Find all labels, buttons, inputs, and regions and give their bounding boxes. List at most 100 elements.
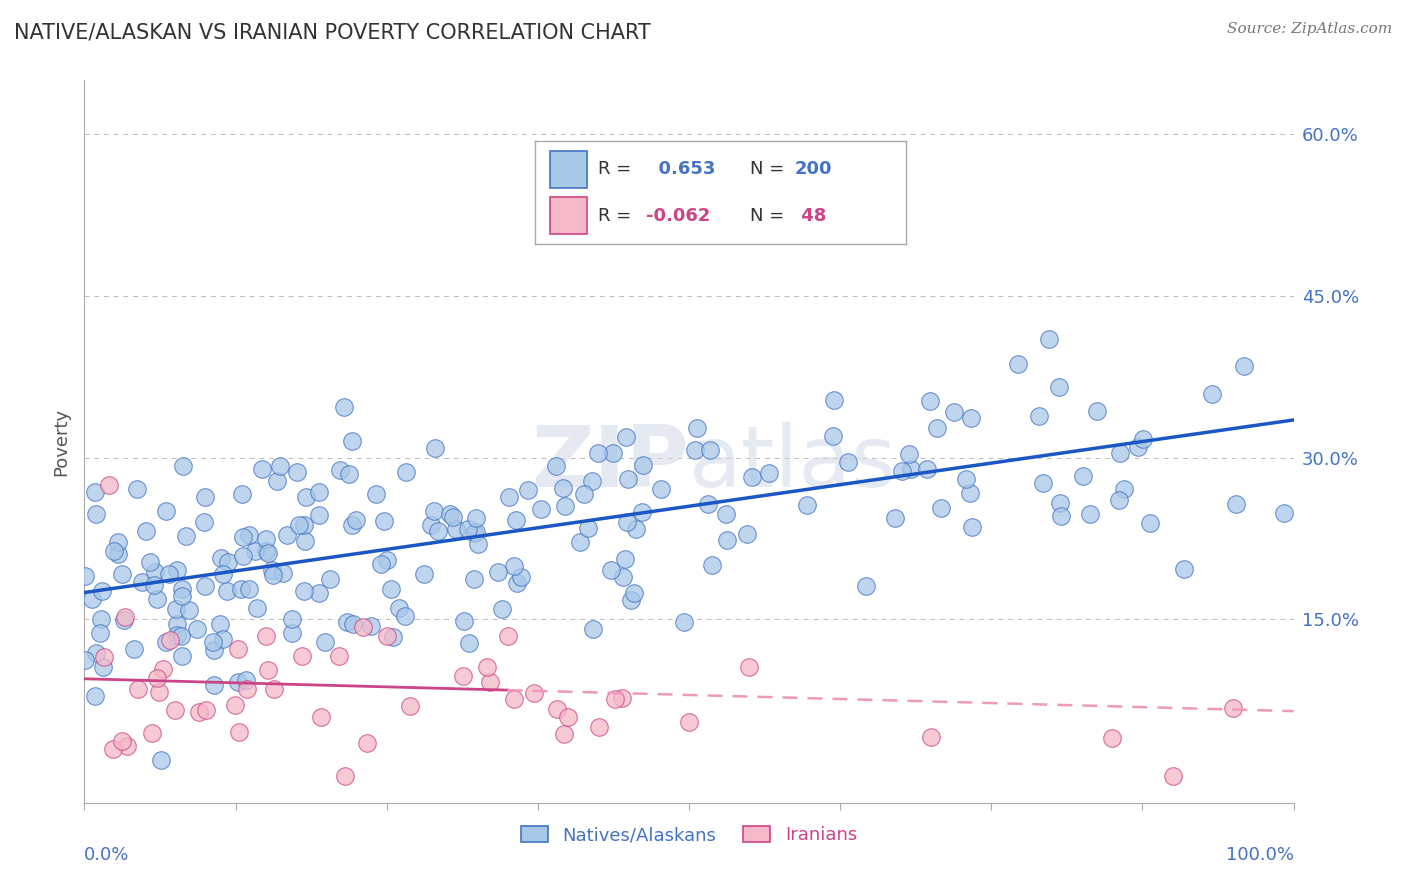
Point: [650, 482, 672, 496]
Point: [673, 615, 696, 629]
Point: [308, 586, 330, 600]
Point: [328, 649, 350, 664]
Point: [623, 585, 645, 599]
Point: [413, 566, 436, 581]
Point: [294, 534, 316, 549]
Point: [960, 520, 983, 534]
Point: [738, 660, 761, 674]
Point: [1139, 516, 1161, 530]
Point: [633, 458, 655, 473]
Point: [375, 629, 398, 643]
Point: [84, 646, 107, 660]
Point: [179, 602, 201, 616]
Point: [1233, 359, 1256, 373]
Text: N =: N =: [751, 161, 785, 178]
Point: [620, 593, 643, 607]
Point: [344, 513, 367, 527]
Point: [898, 447, 921, 461]
Point: [678, 714, 700, 729]
Point: [441, 510, 464, 524]
Point: [226, 674, 249, 689]
Point: [103, 742, 125, 756]
Point: [224, 698, 246, 712]
Point: [193, 516, 215, 530]
Point: [131, 574, 153, 589]
Point: [340, 517, 363, 532]
Point: [257, 663, 280, 677]
Text: Source: ZipAtlas.com: Source: ZipAtlas.com: [1226, 22, 1392, 37]
Point: [292, 518, 315, 533]
Point: [686, 420, 709, 434]
Point: [1173, 562, 1195, 576]
Point: [578, 521, 600, 535]
Point: [610, 690, 633, 705]
Point: [143, 565, 166, 579]
Point: [170, 648, 193, 663]
Point: [243, 544, 266, 558]
Point: [238, 528, 260, 542]
Point: [603, 691, 626, 706]
Point: [446, 522, 468, 536]
Point: [235, 673, 257, 688]
Point: [250, 462, 273, 476]
Point: [125, 482, 148, 496]
Point: [260, 563, 283, 577]
Point: [89, 625, 111, 640]
Point: [114, 610, 136, 624]
Point: [84, 507, 107, 521]
Point: [281, 626, 304, 640]
Point: [630, 505, 652, 519]
Point: [166, 563, 188, 577]
Point: [103, 543, 125, 558]
Point: [465, 524, 488, 539]
Point: [285, 465, 308, 479]
Point: [1071, 469, 1094, 483]
Point: [422, 504, 444, 518]
Point: [122, 641, 145, 656]
Point: [340, 434, 363, 449]
Point: [544, 459, 567, 474]
Point: [84, 484, 107, 499]
Point: [236, 681, 259, 696]
Point: [75, 569, 97, 583]
Point: [370, 558, 392, 572]
Point: [352, 620, 374, 634]
Point: [683, 443, 706, 458]
Point: [616, 515, 638, 529]
Point: [465, 511, 488, 525]
Point: [741, 470, 763, 484]
Point: [1028, 409, 1050, 424]
Point: [463, 526, 485, 541]
Point: [172, 458, 194, 473]
Point: [90, 612, 112, 626]
Point: [700, 558, 723, 573]
Point: [202, 678, 225, 692]
Point: [451, 669, 474, 683]
Point: [900, 461, 922, 475]
Point: [624, 522, 647, 536]
Point: [149, 753, 172, 767]
Point: [163, 703, 186, 717]
Point: [1108, 492, 1130, 507]
Point: [581, 474, 603, 488]
Bar: [550, 197, 588, 234]
Point: [439, 507, 461, 521]
Point: [208, 616, 231, 631]
Point: [166, 616, 188, 631]
Point: [960, 411, 983, 425]
Point: [228, 642, 250, 657]
Point: [166, 628, 188, 642]
Point: [165, 602, 187, 616]
Point: [959, 486, 981, 500]
Point: [758, 466, 780, 480]
Point: [337, 467, 360, 481]
Point: [699, 442, 721, 457]
Point: [929, 501, 952, 516]
Point: [613, 552, 636, 566]
Point: [1049, 508, 1071, 523]
Point: [228, 724, 250, 739]
Point: [288, 517, 311, 532]
Point: [568, 534, 591, 549]
Point: [380, 582, 402, 596]
Text: -0.062: -0.062: [647, 207, 711, 225]
